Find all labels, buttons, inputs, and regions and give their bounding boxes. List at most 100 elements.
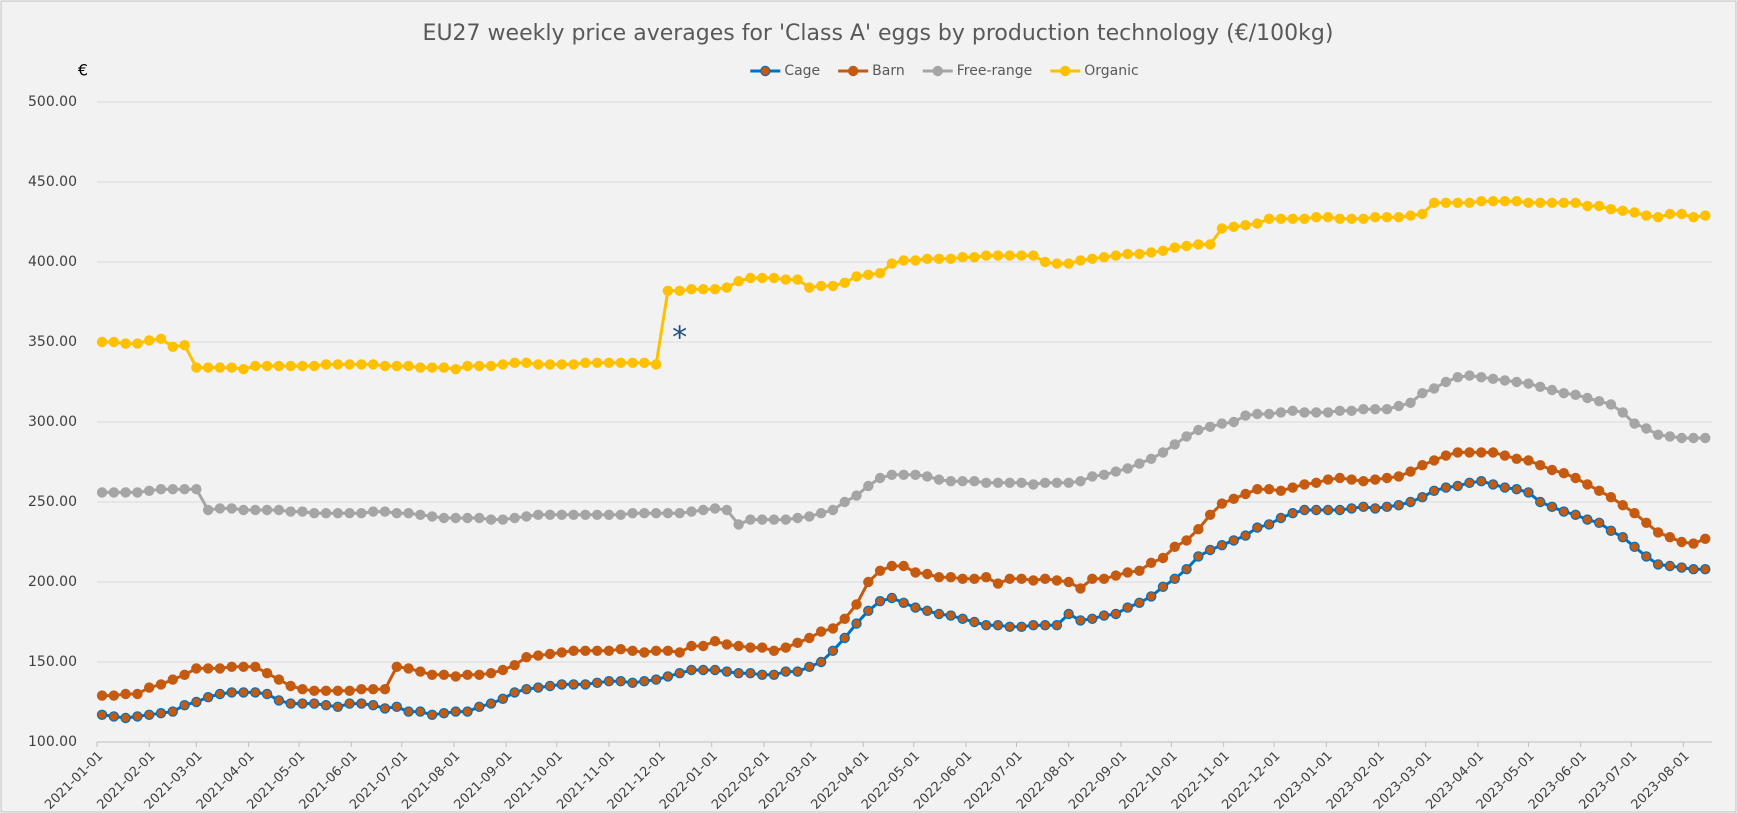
data-point bbox=[898, 560, 909, 572]
data-point bbox=[1570, 509, 1581, 520]
data-point bbox=[1688, 564, 1699, 575]
data-point bbox=[320, 508, 332, 519]
data-point bbox=[1464, 370, 1475, 381]
data-point bbox=[1322, 407, 1334, 418]
data-point bbox=[698, 504, 709, 516]
data-point bbox=[1452, 447, 1463, 458]
data-point bbox=[756, 642, 768, 653]
data-point bbox=[1428, 383, 1440, 394]
data-point bbox=[1676, 562, 1687, 573]
data-point bbox=[1476, 195, 1487, 207]
data-point bbox=[202, 692, 214, 703]
data-point bbox=[650, 508, 662, 519]
data-point bbox=[1193, 551, 1204, 562]
data-point bbox=[214, 688, 226, 700]
data-point bbox=[1417, 460, 1428, 471]
data-point bbox=[1499, 450, 1511, 461]
data-point bbox=[1511, 195, 1522, 207]
data-point bbox=[1487, 373, 1499, 384]
data-point bbox=[521, 684, 532, 695]
data-point bbox=[509, 687, 520, 698]
data-point bbox=[1582, 479, 1593, 490]
data-point bbox=[1087, 573, 1098, 585]
data-point bbox=[403, 508, 414, 519]
data-point bbox=[191, 696, 202, 708]
data-point bbox=[780, 274, 791, 285]
data-point bbox=[1499, 375, 1511, 386]
data-point bbox=[1322, 474, 1334, 485]
data-point bbox=[1511, 453, 1522, 464]
data-point bbox=[1016, 250, 1027, 261]
data-point bbox=[992, 250, 1004, 261]
data-point bbox=[1122, 567, 1133, 578]
data-point bbox=[1369, 211, 1381, 223]
data-point bbox=[297, 684, 308, 695]
y-tick-label: 150.00 bbox=[28, 654, 77, 670]
data-point bbox=[179, 669, 190, 681]
data-point bbox=[1511, 376, 1522, 388]
data-point bbox=[214, 503, 226, 514]
data-point bbox=[108, 690, 120, 701]
data-point bbox=[415, 509, 426, 520]
data-point bbox=[533, 650, 544, 661]
data-point bbox=[851, 618, 862, 629]
data-point bbox=[356, 508, 367, 519]
data-point bbox=[226, 661, 237, 673]
data-point bbox=[1134, 248, 1145, 260]
data-point bbox=[874, 268, 886, 279]
data-point bbox=[261, 668, 273, 679]
data-point bbox=[851, 271, 862, 282]
data-point bbox=[733, 668, 744, 679]
data-point bbox=[756, 272, 768, 284]
data-point bbox=[474, 512, 485, 524]
data-point bbox=[1087, 471, 1098, 482]
data-point bbox=[1181, 431, 1192, 442]
data-point bbox=[992, 620, 1004, 631]
data-point bbox=[1629, 508, 1640, 519]
data-point bbox=[1252, 522, 1263, 533]
data-point bbox=[297, 506, 308, 517]
data-point bbox=[1075, 615, 1086, 626]
data-point bbox=[132, 711, 143, 722]
data-point bbox=[1287, 405, 1298, 416]
legend-item: Barn bbox=[838, 63, 905, 79]
data-point bbox=[1464, 197, 1475, 208]
data-point bbox=[980, 620, 992, 631]
data-point bbox=[1004, 621, 1015, 633]
data-point bbox=[1629, 207, 1640, 218]
data-point bbox=[1664, 560, 1676, 572]
legend-marker bbox=[760, 65, 771, 77]
data-point bbox=[1688, 538, 1699, 549]
data-point bbox=[367, 359, 379, 370]
data-point bbox=[969, 476, 980, 487]
data-point bbox=[1570, 472, 1581, 484]
data-point bbox=[379, 703, 391, 714]
data-point bbox=[591, 677, 603, 689]
data-point bbox=[1558, 468, 1570, 479]
data-point bbox=[1299, 213, 1310, 224]
data-point bbox=[945, 610, 957, 621]
data-point bbox=[863, 269, 874, 280]
data-point bbox=[709, 636, 721, 647]
data-point bbox=[285, 360, 296, 372]
data-point bbox=[922, 471, 933, 482]
data-point bbox=[815, 656, 827, 668]
data-point bbox=[568, 359, 579, 370]
data-point bbox=[285, 506, 296, 517]
data-point bbox=[1098, 252, 1110, 263]
data-point bbox=[1676, 208, 1687, 220]
data-point bbox=[485, 360, 497, 372]
data-point bbox=[1122, 463, 1133, 474]
data-point bbox=[1652, 429, 1664, 440]
data-point bbox=[1110, 608, 1122, 620]
data-point bbox=[391, 360, 402, 372]
data-point bbox=[1134, 458, 1145, 469]
data-point bbox=[1252, 484, 1263, 495]
data-point bbox=[1157, 581, 1169, 593]
data-point bbox=[1075, 476, 1086, 487]
data-point bbox=[167, 706, 178, 717]
data-point bbox=[1322, 211, 1334, 223]
data-point bbox=[1617, 500, 1628, 511]
data-point bbox=[1157, 447, 1169, 458]
data-point bbox=[969, 616, 980, 628]
